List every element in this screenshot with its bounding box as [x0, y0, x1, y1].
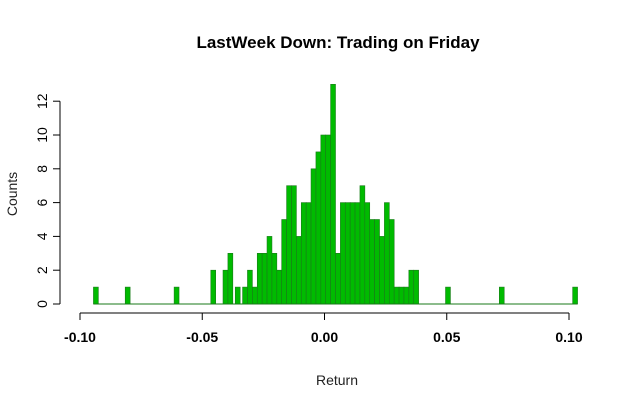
histogram-bar	[320, 134, 327, 305]
y-axis: 0 2 4 6 8 10 12	[34, 93, 61, 308]
histogram-bars	[93, 84, 578, 305]
histogram-bar	[344, 202, 351, 305]
histogram-bar	[242, 286, 248, 305]
histogram-bar	[296, 236, 302, 305]
histogram-bar	[291, 185, 297, 305]
y-tick-label: 0	[34, 300, 50, 308]
histogram-bar	[359, 185, 366, 305]
x-tick-label: 0.05	[433, 329, 460, 345]
histogram-bar	[340, 202, 346, 305]
y-tick-label: 12	[34, 93, 50, 109]
x-tick-label: 0.10	[555, 329, 582, 345]
histogram-bar	[384, 202, 390, 305]
histogram-bar	[403, 286, 410, 305]
y-tick-label: 2	[34, 266, 50, 274]
histogram-bar	[247, 269, 253, 305]
histogram-bar	[325, 134, 331, 305]
histogram-bar	[222, 269, 229, 305]
histogram-bar	[445, 286, 451, 305]
histogram-bar	[388, 219, 395, 305]
histogram-bar	[364, 202, 371, 305]
histogram-bar	[335, 253, 341, 305]
histogram-bar	[369, 219, 375, 305]
histogram-bar	[413, 269, 419, 305]
histogram-bar	[354, 202, 361, 305]
histogram-bar	[227, 253, 234, 305]
histogram-bar	[271, 253, 278, 305]
x-tick-label: -0.05	[186, 329, 218, 345]
histogram-bar	[408, 269, 415, 305]
chart-title: LastWeek Down: Trading on Friday	[196, 33, 480, 52]
histogram-bar	[261, 253, 268, 305]
y-tick-label: 10	[34, 127, 50, 143]
histogram-bar	[93, 286, 99, 305]
histogram-bar	[286, 185, 292, 305]
histogram-bar	[315, 151, 322, 305]
histogram-bar	[266, 236, 273, 305]
histogram-bar	[398, 286, 405, 305]
histogram-bar	[173, 286, 180, 305]
histogram-bar	[349, 202, 356, 305]
x-tick-label: -0.10	[64, 329, 96, 345]
x-tick-label: 0.00	[311, 329, 338, 345]
histogram-bar	[256, 253, 263, 305]
histogram-bar	[374, 219, 380, 305]
x-axis: -0.10 -0.05 0.00 0.05 0.10	[64, 312, 583, 345]
y-tick-label: 8	[34, 165, 50, 173]
histogram-bar	[305, 202, 312, 305]
histogram-bar	[281, 219, 287, 305]
histogram-bar	[124, 286, 131, 305]
x-axis-title: Return	[316, 372, 358, 388]
histogram-bar	[393, 286, 400, 305]
histogram-bar	[252, 286, 258, 305]
histogram-bar	[499, 286, 505, 305]
histogram-bar	[572, 286, 578, 305]
y-axis-title: Counts	[4, 172, 20, 216]
histogram-bar	[300, 202, 307, 305]
histogram-bar	[330, 84, 336, 305]
histogram-bar	[379, 236, 385, 305]
histogram-bar	[310, 168, 317, 305]
y-tick-label: 4	[34, 232, 50, 240]
histogram-bar	[276, 269, 283, 305]
histogram-bar	[234, 286, 241, 305]
histogram-bar	[210, 269, 216, 305]
y-tick-label: 6	[34, 198, 50, 206]
